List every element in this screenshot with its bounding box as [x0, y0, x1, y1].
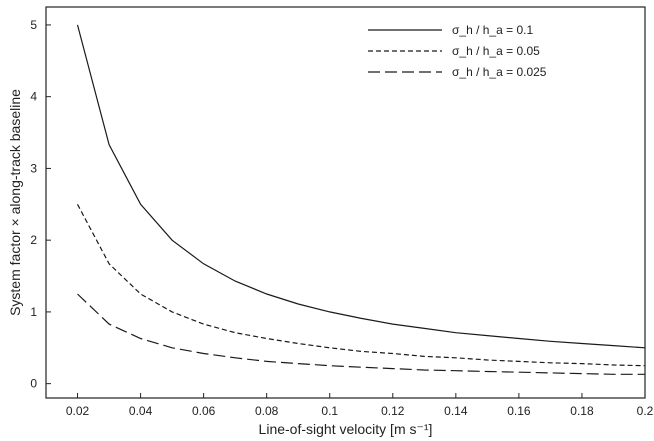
- y-tick-label: 5: [30, 18, 37, 32]
- legend-label: σ_h / h_a = 0.1: [452, 23, 533, 37]
- legend: σ_h / h_a = 0.1 σ_h / h_a = 0.05 σ_h / h_a…: [368, 23, 547, 79]
- x-tick-label: 0.06: [192, 404, 216, 418]
- series-line-3: [77, 293, 645, 375]
- x-axis: 0.02 0.04 0.06 0.08 0.1 0.12 0.14 0.16 0.18 0.2: [66, 393, 654, 418]
- y-tick-label: 2: [30, 233, 37, 247]
- x-tick-label: 0.16: [507, 404, 531, 418]
- x-tick-label: 0.14: [444, 404, 468, 418]
- plot-frame: [45, 6, 646, 399]
- y-tick-label: 3: [30, 161, 37, 175]
- x-tick-label: 0.04: [129, 404, 153, 418]
- y-axis: 0 1 2 3 4 5: [30, 18, 51, 391]
- x-tick-label: 0.1: [321, 404, 338, 418]
- x-tick-label: 0.08: [255, 404, 279, 418]
- legend-label: σ_h / h_a = 0.025: [452, 65, 547, 79]
- x-tick-label: 0.2: [637, 404, 654, 418]
- x-tick-label: 0.18: [570, 404, 594, 418]
- y-tick-label: 4: [30, 90, 37, 104]
- series-line-1: [76, 24, 646, 349]
- series-group: [76, 24, 646, 375]
- y-tick-label: 1: [30, 305, 37, 319]
- legend-label: σ_h / h_a = 0.05: [452, 44, 540, 58]
- y-axis-title: System factor × along-track baseline: [7, 89, 23, 316]
- x-axis-title: Line-of-sight velocity [m s⁻¹]: [259, 421, 433, 437]
- x-tick-label: 0.02: [66, 404, 90, 418]
- x-tick-label: 0.12: [381, 404, 405, 418]
- y-tick-label: 0: [30, 377, 37, 391]
- series-line-2: [76, 204, 646, 367]
